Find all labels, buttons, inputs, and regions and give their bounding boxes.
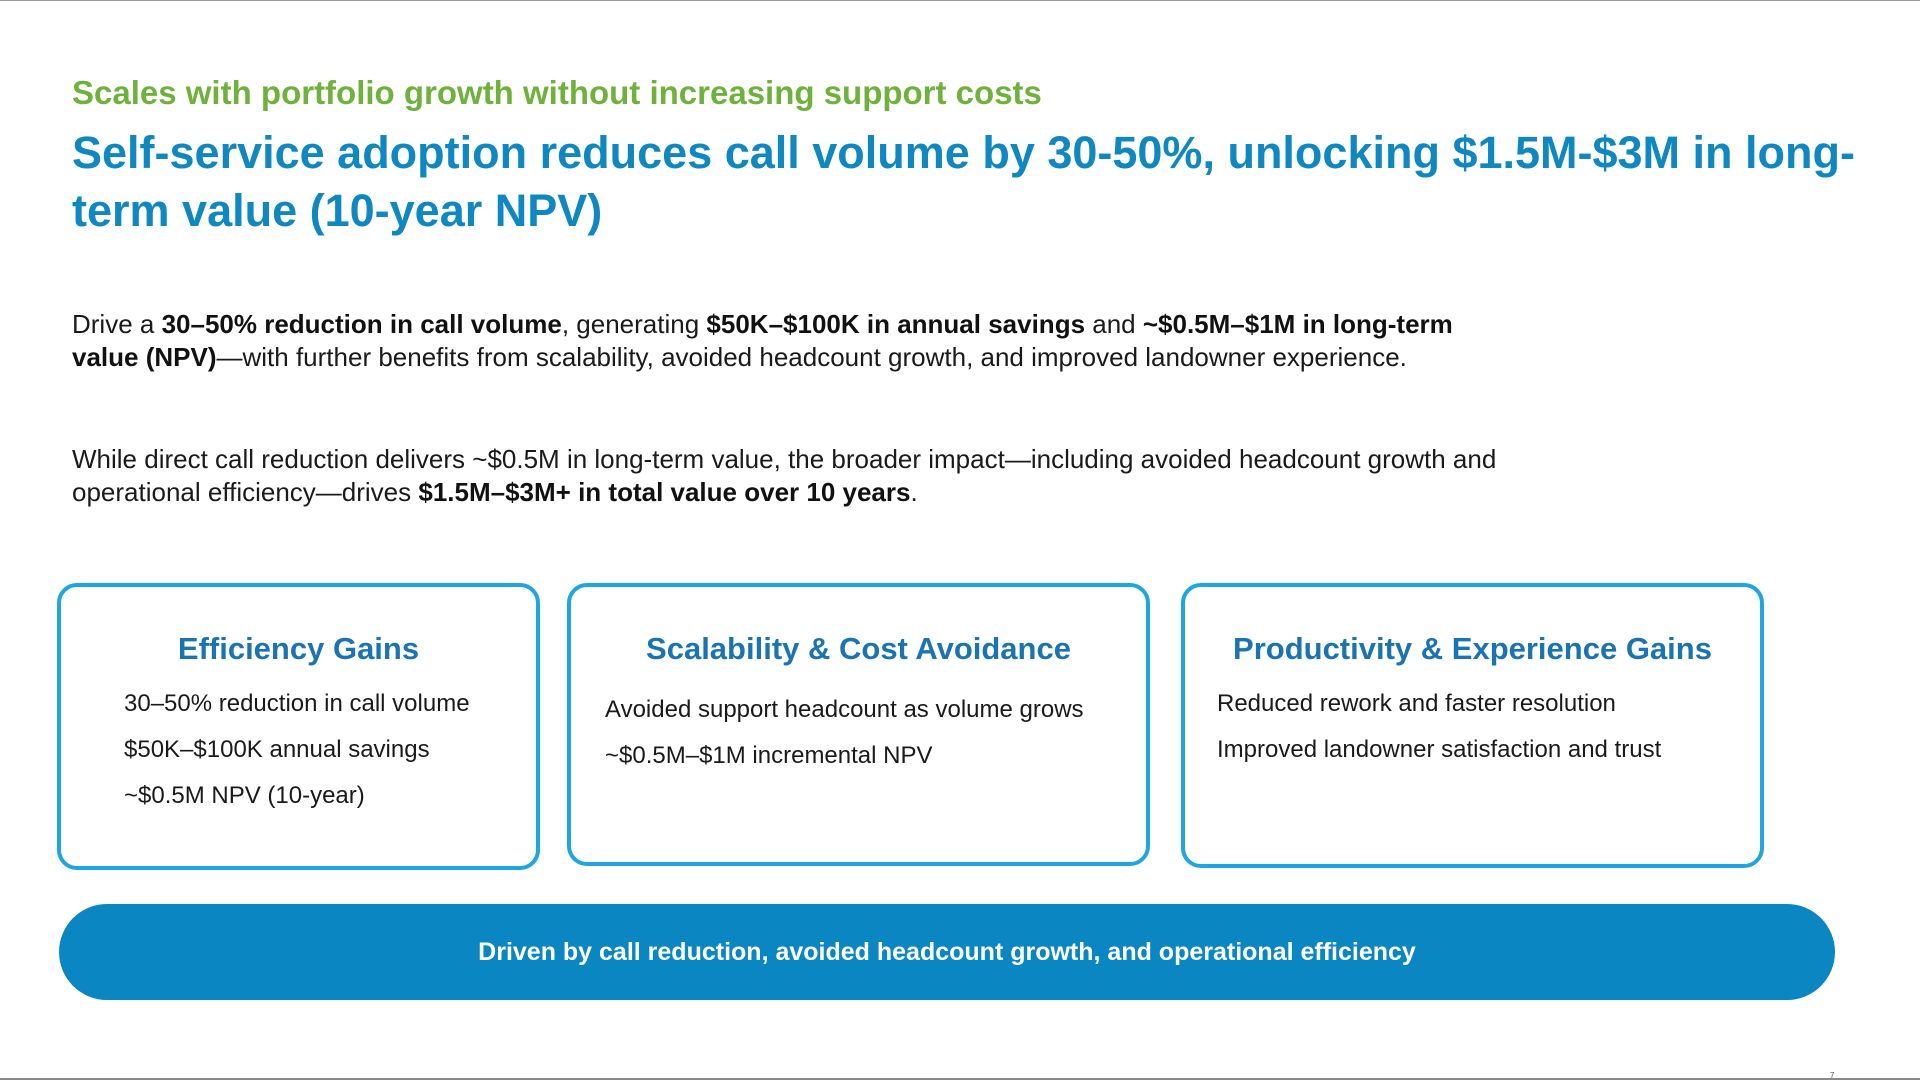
paragraph-text: —with further benefits from scalability,… bbox=[216, 342, 1407, 372]
card-efficiency-gains: Efficiency Gains 30–50% reduction in cal… bbox=[57, 583, 540, 870]
intro-paragraph: Drive a 30–50% reduction in call volume,… bbox=[72, 308, 1512, 374]
banner-text: Driven by call reduction, avoided headco… bbox=[478, 937, 1416, 966]
card-item: Improved landowner satisfaction and trus… bbox=[1217, 736, 1662, 763]
page-number: 7 bbox=[1830, 1071, 1835, 1080]
paragraph-bold: $50K–$100K in annual savings bbox=[706, 309, 1086, 339]
paragraph-text: , generating bbox=[561, 309, 707, 339]
bottom-divider bbox=[0, 1078, 1920, 1080]
paragraph-text: While direct call reduction delivers ~$0… bbox=[72, 444, 1497, 507]
paragraph-bold: ~$0.5M–$1M in long-term value (NPV) bbox=[72, 309, 1453, 372]
card-productivity-experience-gains: Productivity & Experience Gains Reduced … bbox=[1181, 583, 1764, 868]
paragraph-text: Drive a bbox=[72, 309, 162, 339]
card-title: Scalability & Cost Avoidance bbox=[646, 631, 1071, 666]
paragraph-text: . bbox=[910, 477, 918, 507]
card-item: 30–50% reduction in call volume bbox=[124, 690, 470, 717]
card-item: ~$0.5M–$1M incremental NPV bbox=[605, 742, 933, 769]
card-item-list: 30–50% reduction in call volume $50K–$10… bbox=[124, 689, 470, 827]
paragraph-bold: 30–50% reduction in call volume bbox=[161, 309, 562, 339]
paragraph-bold: $1.5M–$3M+ in total value over 10 years bbox=[418, 477, 911, 507]
card-title: Efficiency Gains bbox=[177, 631, 420, 666]
summary-paragraph: While direct call reduction delivers ~$0… bbox=[72, 443, 1512, 509]
card-item: $50K–$100K annual savings bbox=[124, 736, 430, 763]
card-scalability-cost-avoidance: Scalability & Cost Avoidance Avoided sup… bbox=[567, 583, 1150, 866]
card-item: ~$0.5M NPV (10-year) bbox=[124, 782, 365, 809]
paragraph-text: and bbox=[1085, 309, 1143, 339]
card-item-list: Reduced rework and faster resolution Imp… bbox=[1217, 689, 1661, 781]
card-title: Productivity & Experience Gains bbox=[1233, 631, 1712, 666]
slide-subtitle: Scales with portfolio growth without inc… bbox=[72, 74, 1042, 111]
top-divider bbox=[0, 0, 1920, 1]
card-item: Avoided support headcount as volume grow… bbox=[605, 696, 1084, 723]
summary-banner: Driven by call reduction, avoided headco… bbox=[59, 904, 1835, 1000]
card-item: Reduced rework and faster resolution bbox=[1217, 690, 1616, 717]
slide-title: Self-service adoption reduces call volum… bbox=[72, 127, 1855, 236]
card-item-list: Avoided support headcount as volume grow… bbox=[605, 695, 1084, 787]
